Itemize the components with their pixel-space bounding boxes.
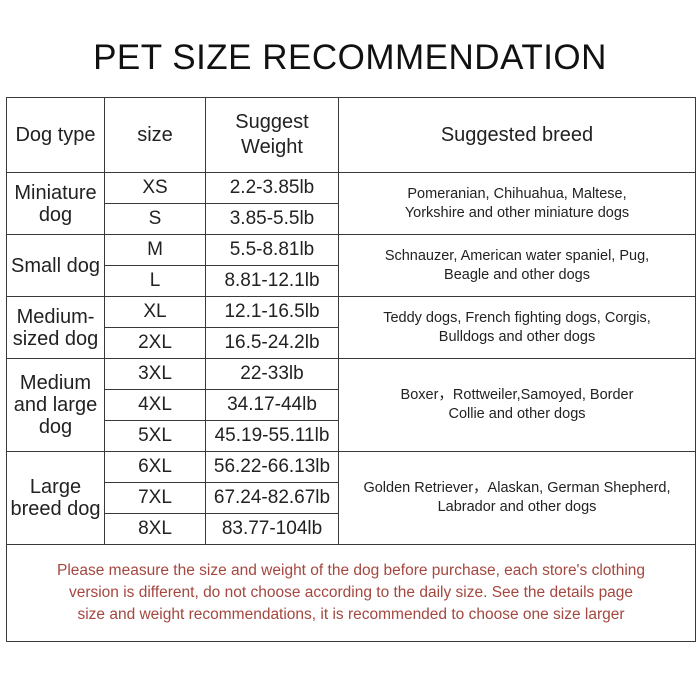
size-cell: 4XL <box>104 389 206 421</box>
size-cell: L <box>104 265 206 297</box>
dog-type-cell: Medium and large dog <box>6 358 105 452</box>
breed-cell: Pomeranian, Chihuahua, Maltese, Yorkshire… <box>338 172 696 235</box>
header-breed: Suggested breed <box>338 97 696 173</box>
size-table: Dog type size Suggest Weight Suggested b… <box>6 97 696 642</box>
table-row: Small dog M 5.5-8.81lb Schnauzer, American … <box>6 234 696 297</box>
table-row: 8XL 83.77-104lb <box>7 513 696 545</box>
breed-cell: Schnauzer, American water spaniel, Pug, B… <box>338 234 696 297</box>
weight-cell: 83.77-104lb <box>205 513 339 545</box>
weight-cell: 8.81-12.1lb <box>205 265 339 297</box>
weight-cell: 5.5-8.81lb <box>205 234 339 266</box>
size-cell: XS <box>104 172 206 204</box>
size-cell: S <box>104 203 206 235</box>
purchase-note: Please measure the size and weight of th… <box>6 544 696 642</box>
breed-cell: Boxer，Rottweiler,Samoyed, Border Collie a… <box>338 358 696 452</box>
breed-cell: Golden Retriever，Alaskan, German Shepher… <box>338 451 696 545</box>
table-row: S 3.85-5.5lb <box>7 203 696 235</box>
weight-cell: 2.2-3.85lb <box>205 172 339 204</box>
table-row: Medium and large dog 3XL 22-33lb Boxer，Rottwe… <box>6 358 696 452</box>
dog-type-cell: Miniature dog <box>6 172 105 235</box>
table-row: Miniature dog XS 2.2-3.85lb Pomeranian, Chih… <box>6 172 696 235</box>
size-cell: 5XL <box>104 420 206 452</box>
size-cell: 8XL <box>104 513 206 545</box>
size-cell: 6XL <box>104 451 206 483</box>
table-row: 2XL 16.5-24.2lb <box>7 327 696 359</box>
weight-cell: 34.17-44lb <box>205 389 339 421</box>
weight-cell: 22-33lb <box>205 358 339 390</box>
table-row: 5XL 45.19-55.11lb <box>7 420 696 452</box>
table-row: Large breed dog 6XL 56.22-66.13lb Golden Ret… <box>6 451 696 545</box>
page-title: PET SIZE RECOMMENDATION <box>93 38 607 77</box>
size-cell: 3XL <box>104 358 206 390</box>
size-cell: 7XL <box>104 482 206 514</box>
table-row: 7XL 67.24-82.67lb <box>7 482 696 514</box>
weight-cell: 56.22-66.13lb <box>205 451 339 483</box>
weight-cell: 45.19-55.11lb <box>205 420 339 452</box>
dog-type-cell: Large breed dog <box>6 451 105 545</box>
breed-cell: Teddy dogs, French fighting dogs, Corgis… <box>338 296 696 359</box>
size-cell: XL <box>104 296 206 328</box>
size-cell: 2XL <box>104 327 206 359</box>
weight-cell: 67.24-82.67lb <box>205 482 339 514</box>
dog-type-cell: Small dog <box>6 234 105 297</box>
header-dog-type: Dog type <box>6 97 105 173</box>
weight-cell: 3.85-5.5lb <box>205 203 339 235</box>
table-row: 4XL 34.17-44lb <box>7 389 696 421</box>
weight-cell: 16.5-24.2lb <box>205 327 339 359</box>
dog-type-cell: Medium-sized dog <box>6 296 105 359</box>
weight-cell: 12.1-16.5lb <box>205 296 339 328</box>
size-cell: M <box>104 234 206 266</box>
table-header-row: Dog type size Suggest Weight Suggested b… <box>6 97 696 173</box>
table-row: Medium-sized dog XL 12.1-16.5lb Teddy dogs,… <box>6 296 696 359</box>
header-size: size <box>104 97 206 173</box>
header-weight: Suggest Weight <box>205 97 339 173</box>
